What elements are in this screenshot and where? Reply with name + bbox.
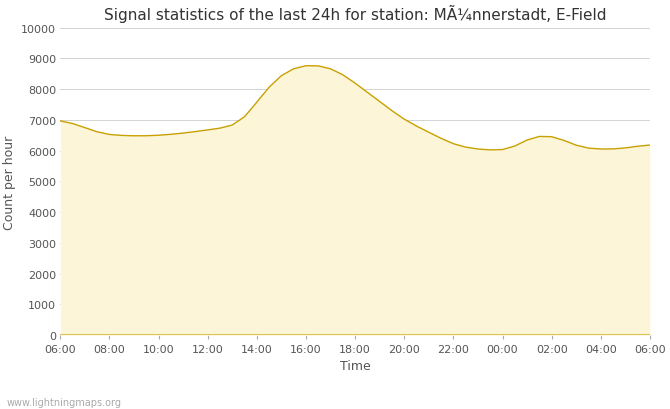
Legend: Mean signals per station, Signals station MÃ¼nnerstadt, E-Field: Mean signals per station, Signals statio… [135,407,576,409]
Title: Signal statistics of the last 24h for station: MÃ¼nnerstadt, E-Field: Signal statistics of the last 24h for st… [104,5,606,23]
X-axis label: Time: Time [340,359,371,372]
Y-axis label: Count per hour: Count per hour [3,135,15,229]
Text: www.lightningmaps.org: www.lightningmaps.org [7,397,122,407]
